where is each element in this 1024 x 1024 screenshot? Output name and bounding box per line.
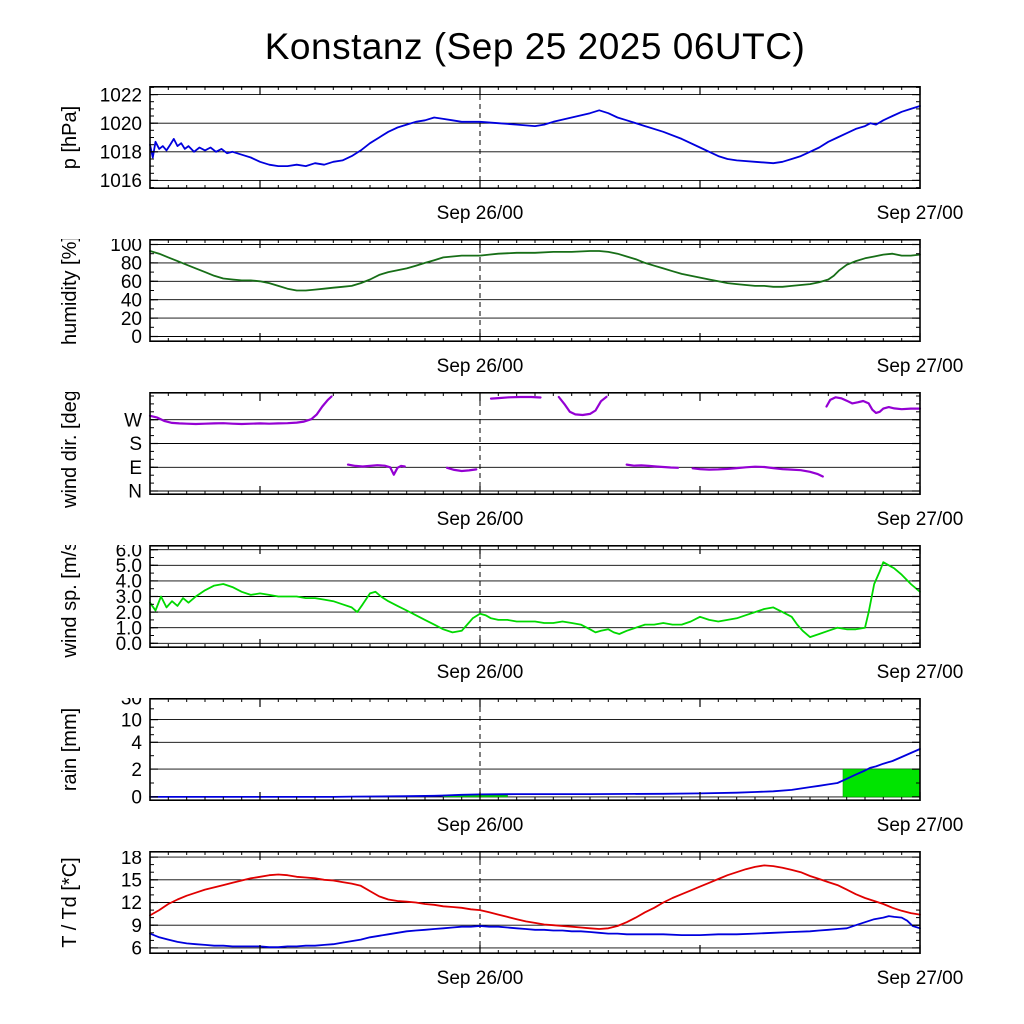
- series-wind-speed: [149, 561, 921, 638]
- gridlines: [150, 94, 920, 181]
- series-p: [149, 105, 921, 167]
- panel-wind-speed: 0.0 1.0 2.0 3.0 4.0 5.0 6.0 Sep 26/00 Sep 27/00 w…: [0, 545, 1024, 698]
- y-axis-label: wind dir. [deg.]: [59, 392, 81, 509]
- series-rain-accum: [149, 748, 921, 798]
- y-tick-label: 3.0: [116, 587, 142, 608]
- plot-border: [149, 851, 921, 955]
- gridlines: [150, 856, 920, 949]
- series-Td: [149, 915, 921, 949]
- panel-wind-speed-svg: 0.01.02.03.04.05.06.0 Sep 26/00 Sep 27/00 w…: [59, 545, 964, 683]
- y-tick-label: 20: [121, 309, 142, 330]
- y-tick-label: 0.0: [116, 634, 142, 655]
- chart-title: Konstanz (Sep 25 2025 06UTC): [264, 26, 806, 67]
- x-ticks: [149, 239, 921, 342]
- x-tick-label: Sep 27/00: [877, 662, 964, 683]
- y-axis-label: T / Td [*C]: [59, 857, 81, 947]
- x-tick-label: Sep 26/00: [437, 203, 524, 224]
- x-tick-label: Sep 27/00: [877, 509, 964, 530]
- x-tick-label: Sep 27/00: [877, 356, 964, 377]
- y-tick-label: 1.0: [116, 618, 142, 639]
- x-tick-label: Sep 26/00: [437, 662, 524, 683]
- y-tick-label: 30: [121, 698, 142, 710]
- y-axis-label: rain [mm]: [59, 708, 81, 791]
- y-tick-label: 1018: [100, 142, 142, 163]
- y-tick-label: 18: [121, 851, 142, 869]
- plot-border: [149, 86, 921, 190]
- x-ticks: [149, 86, 921, 189]
- gridlines: [150, 549, 920, 644]
- panel-humidity: 0 20 40 60 80 100 Sep 26/00 Sep 27/00 humidity […: [0, 239, 1024, 392]
- panel-wind-direction: N E S W Sep 26/00 Sep 27/00 wind dir. [deg.]: [0, 392, 1024, 545]
- y-tick-label: 40: [121, 290, 142, 311]
- y-axis-label: wind sp. [m/s]: [59, 545, 81, 659]
- y-tick-label: E: [129, 458, 142, 479]
- gridlines: [150, 698, 920, 798]
- y-tick-label: 10: [121, 710, 142, 731]
- x-tick-label: Sep 26/00: [437, 815, 524, 836]
- series-wind-dir: [148, 395, 922, 478]
- y-minor-ticks: [150, 86, 920, 189]
- plot-border: [149, 392, 921, 496]
- plot-border: [149, 545, 921, 649]
- y-tick-label: 1020: [100, 114, 142, 135]
- series-T: [149, 864, 921, 930]
- y-axis-label: humidity [%]: [59, 239, 81, 345]
- y-tick-label: 0: [131, 327, 142, 348]
- y-tick-label: 4: [131, 733, 142, 754]
- gridlines: [150, 244, 920, 337]
- y-tick-label: 5.0: [116, 556, 142, 577]
- plot-border: [149, 698, 921, 802]
- y-axis-label: p [hPa]: [59, 106, 81, 169]
- y-ticks: 1016 1018 1020 1022: [100, 86, 920, 192]
- x-tick-label: Sep 27/00: [877, 968, 964, 989]
- y-tick-label: 0: [131, 788, 142, 809]
- plot-border: [149, 239, 921, 343]
- y-tick-label: 12: [121, 893, 142, 914]
- y-tick-label: 2.0: [116, 603, 142, 624]
- y-tick-label: N: [128, 482, 142, 503]
- x-tick-label: Sep 27/00: [877, 203, 964, 224]
- panels-container: 1016 1018 1020 1022 Sep 26/00 Sep 27/00 p [hPa…: [0, 86, 1024, 1004]
- y-tick-label: W: [124, 410, 142, 431]
- y-tick-label: 2: [131, 760, 142, 781]
- y-tick-label: 4.0: [116, 572, 142, 593]
- panel-pressure-svg: 1016 1018 1020 1022 Sep 26/00 Sep 27/00 p [hPa…: [59, 86, 964, 224]
- y-tick-label: 6: [131, 939, 142, 960]
- y-tick-label: 80: [121, 254, 142, 275]
- y-tick-label: 9: [131, 916, 142, 937]
- y-tick-label: 1022: [100, 86, 142, 106]
- panel-temperature: 6 9 12 15 18 Sep 26/00 Sep 27/00 T / Td [*C]: [0, 851, 1024, 1004]
- y-tick-label: 6.0: [116, 545, 142, 561]
- x-tick-label: Sep 26/00: [437, 509, 524, 530]
- x-tick-label: Sep 27/00: [877, 815, 964, 836]
- y-ticks: 0.01.02.03.04.05.06.0: [116, 545, 920, 655]
- y-tick-label: 60: [121, 272, 142, 293]
- panel-rain: 0 2 4 10 30 Sep 26/00 Sep 27/00 rain [mm]: [0, 698, 1024, 851]
- gridlines: [150, 419, 920, 492]
- x-tick-label: Sep 26/00: [437, 356, 524, 377]
- x-ticks: [149, 698, 921, 801]
- series-humidity: [149, 250, 921, 292]
- y-tick-label: 15: [121, 870, 142, 891]
- x-tick-label: Sep 26/00: [437, 968, 524, 989]
- y-tick-label: 1016: [100, 171, 142, 192]
- y-tick-label: 100: [110, 239, 142, 256]
- y-tick-label: S: [129, 434, 142, 455]
- panel-pressure: 1016 1018 1020 1022 Sep 26/00 Sep 27/00 p [hPa…: [0, 86, 1024, 239]
- y-minor-ticks: [150, 244, 920, 337]
